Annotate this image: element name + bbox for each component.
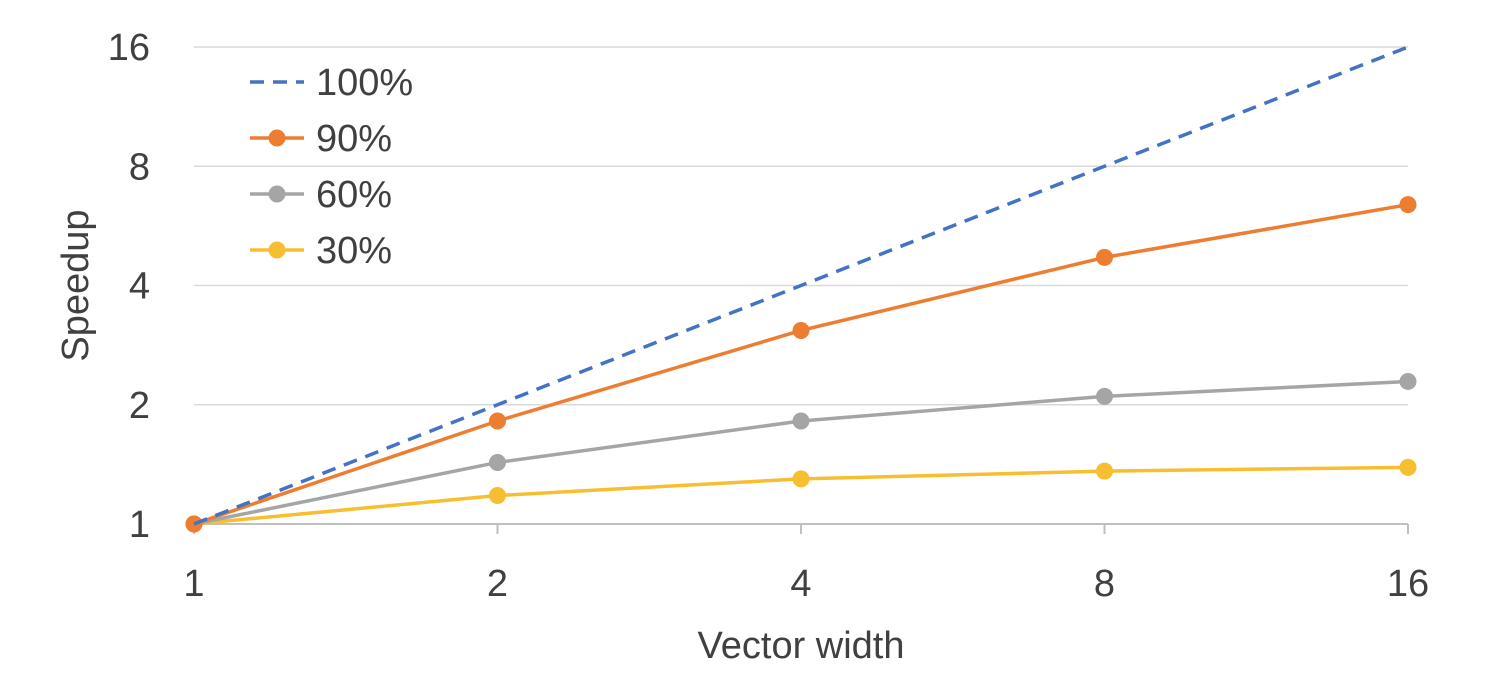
- legend-label: 30%: [316, 230, 392, 272]
- x-tick-label: 4: [790, 563, 811, 605]
- x-tick-label: 8: [1094, 563, 1115, 605]
- legend-item: 60%: [250, 174, 392, 216]
- series-layer: [185, 45, 1417, 533]
- x-axis-title: Vector width: [698, 625, 905, 667]
- x-tick-label: 1: [183, 563, 204, 605]
- x-tick-label: 16: [1387, 563, 1429, 605]
- data-point: [489, 453, 506, 471]
- data-point: [489, 412, 506, 430]
- legend-item: 30%: [250, 230, 392, 272]
- legend-marker: [268, 185, 286, 203]
- y-tick-label: 16: [108, 27, 150, 69]
- legend-label: 90%: [316, 118, 392, 160]
- y-tick-label: 4: [129, 266, 150, 308]
- legend-marker: [268, 241, 286, 259]
- data-point: [1096, 248, 1113, 266]
- data-point: [792, 321, 810, 339]
- data-point: [792, 412, 810, 430]
- series-line: [193, 45, 1409, 526]
- legend-label: 60%: [316, 174, 392, 216]
- data-point: [1399, 372, 1417, 390]
- data-point: [1096, 387, 1113, 405]
- legend-marker: [268, 129, 286, 147]
- y-tick-label: 8: [129, 146, 150, 188]
- data-point: [489, 487, 506, 505]
- series-90-percent: [185, 196, 1417, 533]
- data-point: [792, 470, 810, 488]
- x-axis-ticks: 1 2 4 8 16: [183, 524, 1429, 605]
- legend-item: 100%: [250, 62, 413, 104]
- legend: 100% 90% 60% 30%: [250, 62, 413, 272]
- x-tick-label: 2: [487, 563, 508, 605]
- legend-label: 100%: [316, 62, 413, 104]
- data-point: [1399, 196, 1417, 214]
- y-axis-title: Speedup: [55, 209, 97, 361]
- series-30-percent: [185, 458, 1417, 533]
- y-axis-ticks: 1 2 4 8 16: [108, 27, 150, 546]
- series-100-percent: [193, 45, 1409, 526]
- data-point: [1096, 462, 1113, 480]
- y-tick-label: 1: [129, 504, 150, 546]
- y-tick-label: 2: [129, 385, 150, 427]
- data-point: [1399, 458, 1417, 476]
- legend-item: 90%: [250, 118, 392, 160]
